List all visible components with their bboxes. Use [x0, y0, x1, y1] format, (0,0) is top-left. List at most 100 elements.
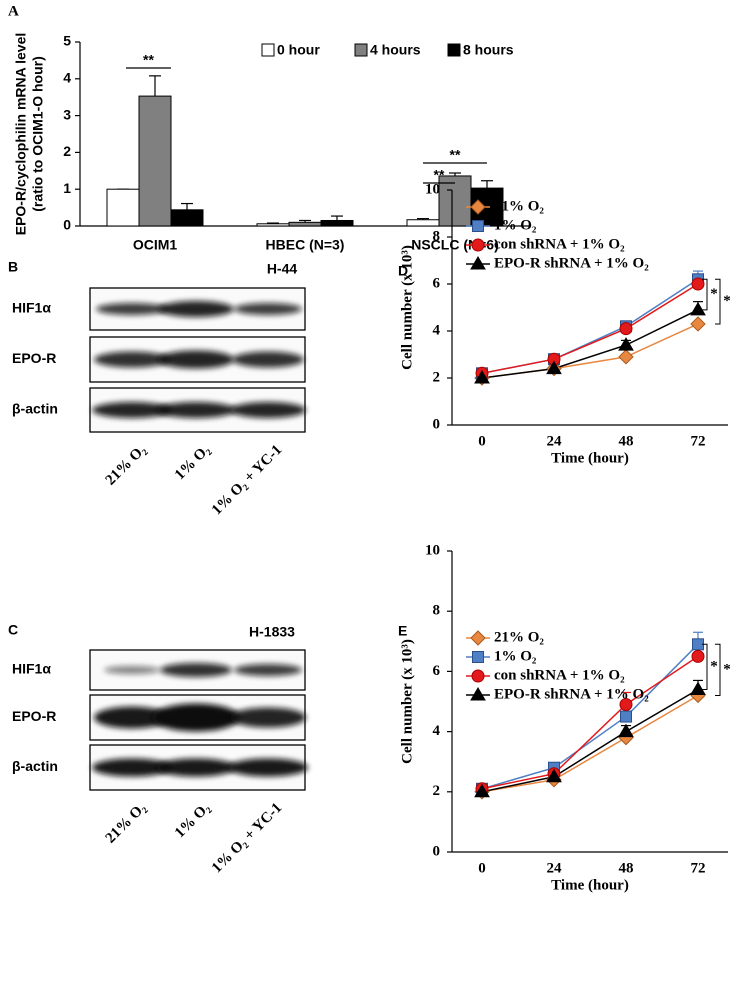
- marker: [472, 220, 484, 232]
- x-axis-label: Time (hour): [551, 877, 629, 893]
- legend-label: 21% O₂: [494, 629, 544, 645]
- blot-band: [92, 758, 172, 777]
- panel-label: D: [398, 263, 408, 279]
- series-line: [481, 309, 699, 379]
- x-tick-label: 48: [619, 433, 634, 449]
- marker: [472, 651, 484, 663]
- bar: [438, 175, 472, 227]
- marker: [474, 783, 490, 798]
- row-label: β-actin: [12, 758, 58, 774]
- legend-label: 4 hours: [370, 42, 421, 58]
- marker: [692, 638, 704, 651]
- blot-band: [94, 351, 170, 368]
- significance-label: *: [710, 286, 718, 302]
- legend-label: EPO-R shRNA + 1% O₂: [494, 686, 649, 702]
- legend-label: EPO-R shRNA + 1% O₂: [494, 255, 649, 271]
- lane-label: 21% O₂: [103, 800, 150, 847]
- bar: [138, 95, 172, 227]
- significance-bracket: [715, 643, 721, 696]
- legend-label: 1% O₂: [494, 217, 537, 233]
- marker: [471, 238, 485, 252]
- series-line: [481, 283, 699, 375]
- marker: [470, 630, 486, 646]
- y-tick-label: 2: [63, 143, 71, 159]
- blot-band: [232, 351, 304, 368]
- legend-swatch: [261, 43, 275, 57]
- y-tick-label: 8: [433, 603, 441, 619]
- x-tick-label: HBEC (N=3): [266, 237, 345, 253]
- marker: [470, 256, 486, 270]
- y-tick-label: 2: [433, 783, 441, 799]
- row-label: β-actin: [12, 401, 58, 417]
- x-tick-label: 24: [547, 860, 563, 876]
- significance-label: **: [450, 147, 461, 163]
- row-label: HIF1α: [12, 300, 51, 316]
- legend-label: 8 hours: [463, 42, 514, 58]
- bar: [406, 219, 440, 227]
- marker: [471, 669, 485, 683]
- blot-band: [158, 301, 234, 317]
- marker: [470, 687, 486, 701]
- blot-band: [156, 402, 236, 418]
- panel-label: E: [398, 623, 407, 639]
- row-label: EPO-R: [12, 350, 56, 366]
- x-tick-label: 72: [691, 433, 706, 449]
- y-axis-label: Cell number (x 10³): [399, 245, 415, 370]
- y-tick-label: 10: [425, 542, 440, 558]
- y-tick-label: 4: [63, 70, 71, 86]
- legend-label: con shRNA + 1% O₂: [494, 236, 625, 252]
- lane-label: 1% O₂: [172, 800, 214, 842]
- y-tick-label: 0: [433, 416, 441, 432]
- series-line: [481, 688, 699, 793]
- significance-bracket: [715, 278, 721, 325]
- blot-band: [92, 402, 172, 418]
- y-axis-label: EPO-R/cyclophilin mRNA level: [13, 33, 29, 236]
- significance-label: *: [723, 293, 731, 309]
- legend-label: 21% O₂: [494, 198, 544, 214]
- significance-bracket: [702, 643, 708, 690]
- marker: [691, 649, 705, 663]
- y-axis-label: (ratio to OCIM1-O hour): [30, 56, 46, 212]
- panel-label: C: [8, 622, 18, 638]
- marker: [620, 710, 632, 723]
- marker: [546, 360, 562, 375]
- blot-band: [230, 402, 306, 418]
- x-tick-label: 24: [547, 433, 563, 449]
- significance-label: **: [434, 167, 445, 183]
- marker: [691, 277, 705, 291]
- x-tick-label: OCIM1: [133, 237, 178, 253]
- blot-title: H-1833: [249, 624, 295, 640]
- significance-label: *: [710, 658, 718, 674]
- marker: [618, 349, 634, 365]
- blot-band: [234, 664, 302, 676]
- significance-label: *: [723, 661, 731, 677]
- blot-band: [152, 703, 240, 732]
- blot-band: [158, 350, 234, 369]
- bar: [320, 219, 354, 227]
- bar: [288, 221, 322, 227]
- y-tick-label: 1: [63, 180, 71, 196]
- marker: [474, 370, 490, 384]
- blot-band: [156, 758, 236, 777]
- x-tick-label: 72: [691, 860, 706, 876]
- x-tick-label: 0: [478, 860, 486, 876]
- y-tick-label: 10: [425, 181, 440, 197]
- lane-label: 21% O₂: [103, 442, 150, 489]
- legend-label: con shRNA + 1% O₂: [494, 667, 625, 683]
- y-tick-label: 6: [433, 663, 441, 679]
- y-tick-label: 8: [433, 228, 441, 244]
- legend-swatch: [354, 43, 368, 57]
- marker: [690, 681, 706, 695]
- series-line: [481, 655, 699, 790]
- y-tick-label: 5: [63, 33, 71, 49]
- marker: [546, 768, 562, 783]
- blot-band: [104, 666, 160, 674]
- x-tick-label: 48: [619, 860, 634, 876]
- row-label: HIF1α: [12, 661, 51, 677]
- blot-band: [234, 303, 302, 315]
- significance-bracket: [702, 278, 708, 311]
- lane-label: 1% O₂: [172, 442, 214, 484]
- lane-label: 1% O₂ + YC-1: [209, 442, 285, 518]
- blot-title: H-44: [267, 261, 298, 277]
- marker: [618, 337, 634, 351]
